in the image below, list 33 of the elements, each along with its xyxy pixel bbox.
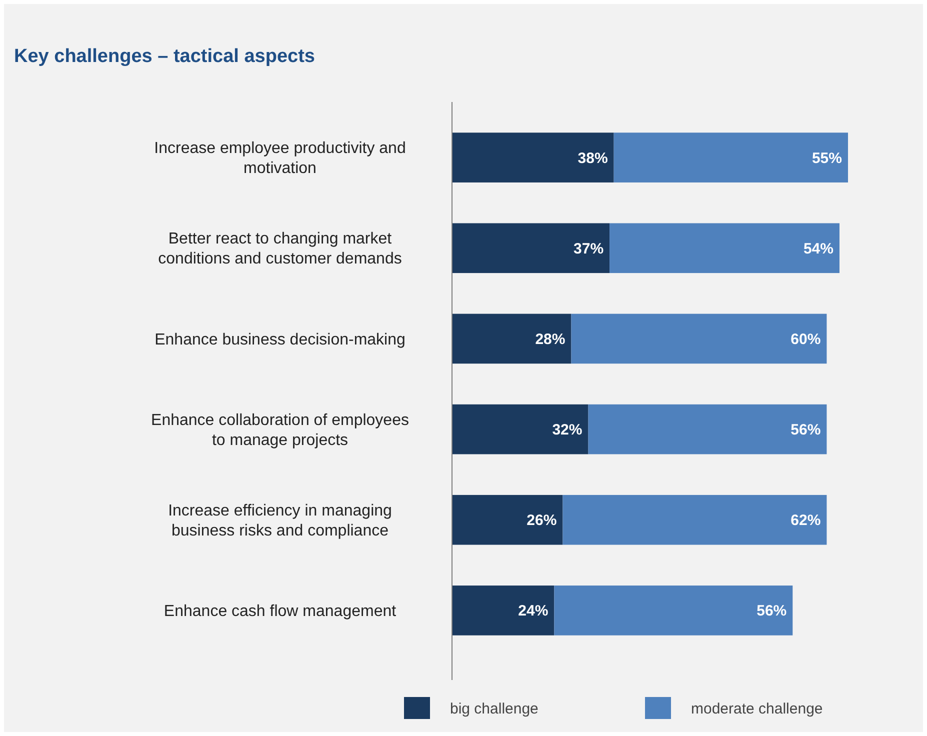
y-tick-label: Increase efficiency in managing business risks and compliance xyxy=(168,502,392,540)
data-label: 38% xyxy=(578,150,608,167)
text: Key challenges – tactical aspects xyxy=(14,46,315,67)
bar xyxy=(554,586,793,636)
data-label: 28% xyxy=(535,330,566,348)
data-label: 60% xyxy=(790,330,821,348)
legend-label: moderate challenge xyxy=(691,700,823,718)
bar xyxy=(610,223,840,274)
y-tick-label: Enhance business decision-making xyxy=(154,331,406,348)
data-label: 37% xyxy=(574,240,604,258)
bar xyxy=(452,314,572,364)
data-label: 24% xyxy=(518,602,548,620)
bar xyxy=(452,223,610,274)
bar xyxy=(588,404,827,454)
data-label: 32% xyxy=(552,422,582,439)
data-label: 62% xyxy=(790,512,821,530)
bar xyxy=(452,494,563,545)
y-tick-label: Enhance cash flow management xyxy=(164,603,397,620)
data-label: 56% xyxy=(790,422,821,439)
bar xyxy=(571,314,827,364)
bar xyxy=(562,494,827,545)
data-label: 56% xyxy=(756,602,787,620)
legend-label: big challenge xyxy=(450,700,538,718)
bar xyxy=(452,132,614,182)
bar xyxy=(452,404,588,454)
y-tick-label: Better react to changing market conditions and customer demands xyxy=(158,230,402,268)
bar xyxy=(614,132,848,182)
y-tick-label: Increase employee productivity and motivation xyxy=(154,140,406,178)
y-tick-label: Enhance collaboration of employees to manage projects xyxy=(151,412,409,449)
data-label: 55% xyxy=(812,150,842,167)
data-label: 54% xyxy=(803,240,834,258)
data-label: 26% xyxy=(526,512,557,530)
bar xyxy=(452,586,554,636)
